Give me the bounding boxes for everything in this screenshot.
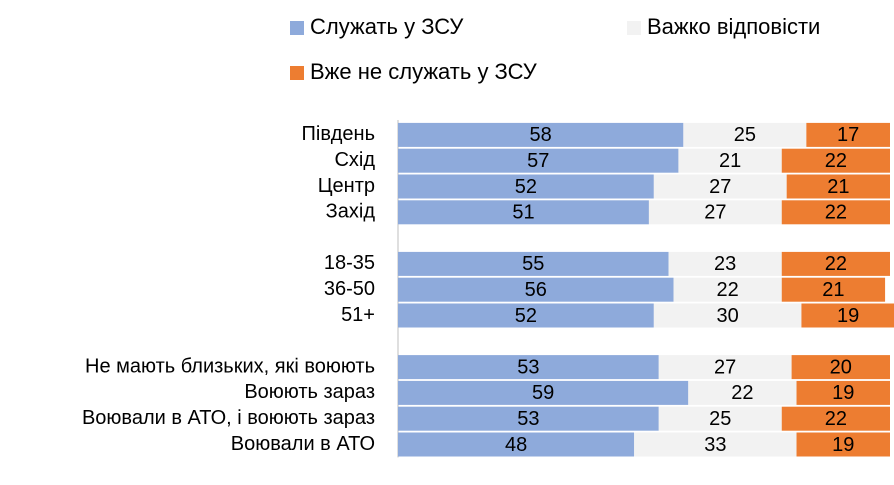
- bar-segment: [678, 148, 782, 173]
- value-label: 25: [734, 124, 756, 146]
- value-label: 52: [515, 305, 537, 327]
- legend-label: Служать у ЗСУ: [310, 14, 464, 39]
- value-label: 53: [517, 356, 539, 378]
- value-label: 27: [704, 202, 726, 224]
- bar-segment: [806, 122, 890, 147]
- bar-segment: [801, 303, 894, 328]
- bar-segment: [688, 380, 797, 405]
- bar-segment: [658, 406, 782, 431]
- value-label: 55: [522, 253, 544, 275]
- value-label: 22: [717, 279, 739, 301]
- bar-segment: [648, 200, 782, 225]
- legend-label: Вже не служать у ЗСУ: [310, 59, 538, 84]
- bar-segment: [791, 355, 890, 380]
- bar-segment: [398, 174, 654, 199]
- bar-segment: [398, 251, 669, 276]
- bar-segment: [653, 303, 802, 328]
- category-label: Воюють зараз: [244, 381, 375, 403]
- bar-segment: [658, 355, 792, 380]
- bar-segment: [796, 380, 890, 405]
- value-label: 19: [832, 434, 854, 456]
- bar-segment: [398, 200, 649, 225]
- bar-segment: [398, 432, 635, 457]
- bar-segment: [796, 432, 890, 457]
- value-label: 56: [525, 279, 547, 301]
- category-label: Південь: [302, 123, 375, 145]
- value-label: 22: [825, 253, 847, 275]
- category-label: 36-50: [324, 278, 375, 300]
- bar-segment: [398, 277, 674, 302]
- category-label: Схід: [334, 149, 375, 171]
- bar-segment: [781, 148, 890, 173]
- category-label: Захід: [326, 201, 376, 223]
- value-label: 17: [837, 124, 859, 146]
- value-label: 21: [827, 176, 849, 198]
- value-label: 21: [719, 150, 741, 172]
- bar-segment: [683, 122, 807, 147]
- bar-segment: [781, 251, 890, 276]
- value-label: 59: [532, 382, 554, 404]
- value-label: 20: [830, 356, 852, 378]
- bar-segment: [781, 200, 890, 225]
- value-label: 30: [717, 305, 739, 327]
- category-label: Воювали в АТО, і воюють зараз: [82, 407, 375, 429]
- category-label: 18-35: [324, 252, 375, 274]
- value-label: 57: [527, 150, 549, 172]
- value-label: 25: [709, 408, 731, 430]
- value-label: 19: [837, 305, 859, 327]
- value-label: 53: [517, 408, 539, 430]
- value-label: 48: [505, 434, 527, 456]
- value-label: 22: [825, 408, 847, 430]
- value-label: 21: [822, 279, 844, 301]
- bar-segment: [673, 277, 782, 302]
- category-label: Центр: [318, 175, 375, 197]
- value-label: 52: [515, 176, 537, 198]
- legend-swatch: [627, 21, 641, 35]
- bar-segment: [398, 148, 679, 173]
- value-label: 33: [704, 434, 726, 456]
- value-label: 19: [832, 382, 854, 404]
- value-label: 58: [530, 124, 552, 146]
- legend-label: Важко відповісти: [647, 14, 820, 39]
- category-label: Воювали в АТО: [231, 433, 375, 455]
- bar-segment: [653, 174, 787, 199]
- value-label: 23: [714, 253, 736, 275]
- bar-segment: [781, 277, 886, 302]
- value-label: 22: [731, 382, 753, 404]
- value-label: 27: [714, 356, 736, 378]
- value-label: 22: [825, 150, 847, 172]
- bar-segment: [398, 355, 659, 380]
- value-label: 22: [825, 202, 847, 224]
- bar-segment: [398, 303, 654, 328]
- legend-swatch: [290, 66, 304, 80]
- bar-segment: [634, 432, 797, 457]
- bar-segment: [786, 174, 890, 199]
- legend-swatch: [290, 21, 304, 35]
- bar-segment: [398, 406, 659, 431]
- category-label: 51+: [341, 304, 375, 326]
- bar-segment: [668, 251, 782, 276]
- category-label: Не мають близьких, які воюють: [85, 355, 375, 377]
- bar-segment: [781, 406, 890, 431]
- bar-segment: [398, 122, 684, 147]
- value-label: 27: [709, 176, 731, 198]
- value-label: 51: [512, 202, 534, 224]
- bar-segment: [398, 380, 689, 405]
